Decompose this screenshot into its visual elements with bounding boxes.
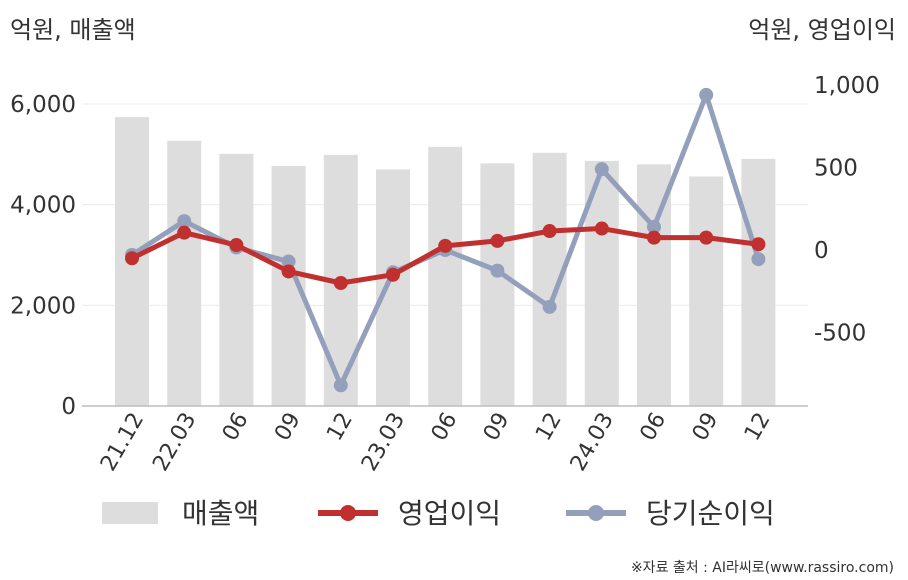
revenue-bar-7 [480,163,515,406]
revenue-bars [115,117,776,407]
operating-profit-point-6 [438,238,453,253]
x-tick-label-7: 09 [479,409,515,446]
legend-swatch-dot-operating-profit [340,505,356,521]
revenue-bar-6 [428,146,463,407]
operating-profit-point-10 [647,230,661,245]
x-tick-label-2: 06 [218,409,254,446]
operating-profit-point-7 [490,233,505,248]
left-tick-label-3: 6,000 [10,92,76,118]
operating-profit-point-2 [229,238,244,253]
operating-profit-point-9 [594,221,609,236]
net-income-point-4 [333,378,348,393]
legend-label-operating-profit: 영업이익 [398,497,501,530]
revenue-bar-1 [167,140,202,406]
left-tick-label-2: 4,000 [10,193,76,219]
left-axis-ticks: 0 2,000 4,000 6,000 [10,92,76,420]
right-tick-label-3: 1,000 [814,73,880,99]
right-tick-label-2: 500 [814,156,858,182]
right-tick-label-0: -500 [814,321,866,347]
net-income-point-3 [281,254,296,269]
x-axis-ticks: 21.12 22.03 06 09 12 23.03 06 09 12 24.03 06 09 12 [96,409,776,476]
right-tick-label-1: 0 [814,238,829,264]
legend: 매출액 영업이익 당기순이익 [102,497,775,530]
legend-swatch-revenue [102,502,158,524]
x-tick-label-8: 12 [531,409,567,446]
x-tick-label-11: 09 [688,409,724,446]
right-axis-ticks: -500 0 500 1,000 [814,73,880,347]
legend-label-net-income: 당기순이익 [646,497,775,530]
operating-profit-point-8 [542,224,557,239]
x-tick-label-3: 09 [270,409,306,446]
x-tick-label-0: 21.12 [96,409,149,476]
x-tick-label-10: 06 [636,409,672,446]
revenue-bar-5 [376,169,410,406]
revenue-bar-12 [741,158,776,406]
revenue-bar-11 [689,176,724,406]
x-tick-label-5: 23.03 [357,409,410,476]
x-tick-label-4: 12 [322,409,358,446]
operating-profit-point-1 [177,225,192,240]
operating-profit-point-11 [699,230,714,245]
operating-profit-point-4 [333,276,348,290]
operating-profit-point-3 [281,264,296,279]
operating-profit-point-0 [125,251,139,266]
x-tick-label-6: 06 [427,409,463,446]
net-income-point-7 [490,263,505,278]
revenue-bar-2 [219,153,254,406]
net-income-point-1 [177,214,192,229]
left-axis-unit: 억원, 매출액 [10,16,136,44]
net-income-point-9 [594,162,609,177]
net-income-point-12 [751,252,766,267]
net-income-point-8 [542,299,557,314]
operating-profit-point-5 [386,267,400,282]
net-income-point-11 [699,87,714,102]
line-series [125,87,766,393]
x-tick-label-12: 12 [740,409,776,446]
x-tick-label-9: 24.03 [566,409,619,476]
legend-swatch-dot-net-income [588,505,604,521]
left-tick-label-1: 2,000 [10,293,76,319]
legend-label-revenue: 매출액 [182,497,259,530]
operating-profit-point-12 [751,237,766,252]
x-tick-label-1: 22.03 [148,409,201,476]
net-income-point-10 [647,219,661,234]
left-tick-label-0: 0 [61,394,76,420]
source-note: ※자료 출처 : AI라씨로(www.rassiro.com) [631,560,894,576]
right-axis-unit: 억원, 영업이익 [748,16,896,44]
